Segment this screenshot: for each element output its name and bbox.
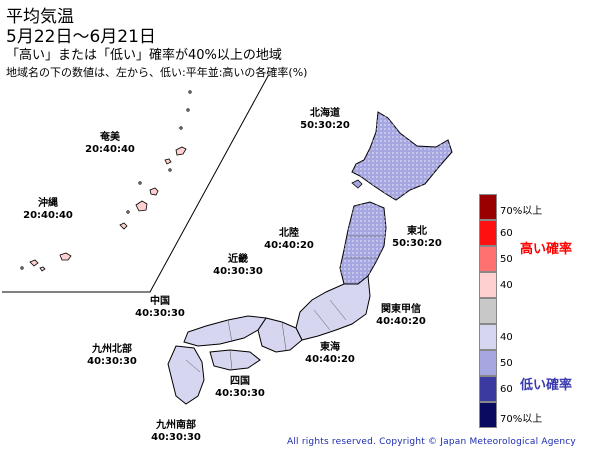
region-label-tohoku: 東北 50:30:20 (392, 226, 442, 250)
legend-swatch-8 (479, 402, 497, 428)
legend-label-0: 70%以上 (500, 202, 542, 217)
region-label-okinawa: 沖縄 20:40:40 (23, 198, 73, 222)
region-label-chugoku: 中国 40:30:30 (135, 296, 185, 320)
region-label-hokuriku: 北陸 40:40:20 (264, 228, 314, 252)
region-label-shikoku: 四国 40:30:30 (215, 376, 265, 400)
legend-swatch-4 (479, 298, 497, 324)
copyright-notice: All rights reserved. Copyright © Japan M… (287, 437, 576, 447)
tohoku-pattern (340, 202, 386, 284)
region-label-hokkaido: 北海道 50:30:20 (300, 108, 350, 132)
legend-swatch-0 (479, 194, 497, 220)
legend-label-8: 70%以上 (500, 410, 542, 425)
legend-label-7: 60 (500, 384, 513, 395)
legend-label-5: 40 (500, 332, 513, 343)
legend-low-title: 低い確率 (520, 374, 572, 393)
region-label-tokai: 東海 40:40:20 (305, 342, 355, 366)
region-central-honshu (296, 276, 370, 340)
region-label-kanto-koshin: 関東甲信 40:40:20 (376, 304, 426, 328)
okinawa-amami-islands (21, 91, 191, 271)
region-kinki (258, 318, 302, 352)
region-label-kyushu-south: 九州南部 40:30:30 (151, 420, 201, 444)
legend-swatch-5 (479, 324, 497, 350)
legend-label-3: 40 (500, 280, 513, 291)
legend-label-2: 50 (500, 254, 513, 265)
legend-swatch-6 (479, 350, 497, 376)
region-label-amami: 奄美 20:40:40 (85, 132, 135, 156)
legend-swatch-7 (479, 376, 497, 402)
legend-label-1: 60 (500, 228, 513, 239)
legend-swatch-3 (479, 272, 497, 298)
region-label-kyushu-north: 九州北部 40:30:30 (87, 344, 137, 368)
legend-label-6: 50 (500, 358, 513, 369)
region-kyushu (168, 346, 204, 404)
region-label-kinki: 近畿 40:30:30 (213, 254, 263, 278)
legend-swatch-1 (479, 220, 497, 246)
region-chugoku (184, 316, 266, 346)
legend-swatch-2 (479, 246, 497, 272)
hokkaido-pattern (352, 112, 452, 200)
legend-high-title: 高い確率 (520, 238, 572, 257)
region-shikoku (210, 350, 260, 370)
